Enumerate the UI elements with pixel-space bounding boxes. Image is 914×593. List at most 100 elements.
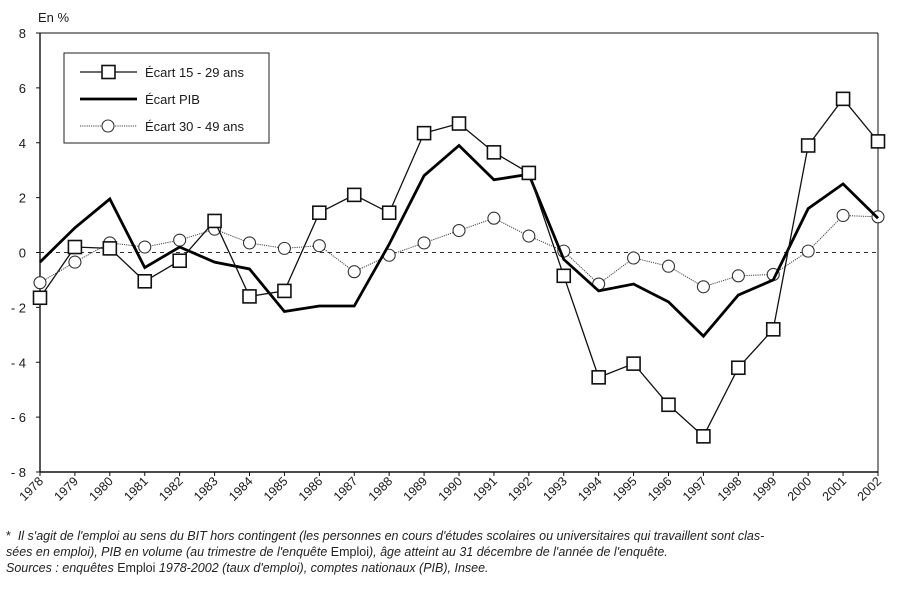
data-point-circle xyxy=(242,236,257,250)
footnote: * Il s'agit de l'emploi au sens du BIT h… xyxy=(6,528,906,576)
data-point-circle xyxy=(452,224,466,238)
data-point-square xyxy=(32,290,48,306)
x-tick-label: 1988 xyxy=(366,474,396,504)
data-point-square xyxy=(312,205,327,221)
data-point-circle xyxy=(138,240,152,254)
data-point-circle xyxy=(417,236,431,250)
data-point-square xyxy=(207,213,222,229)
y-tick-label: - 4 xyxy=(11,355,26,370)
data-point-square xyxy=(381,205,397,221)
series-cart-15-29-ans xyxy=(32,91,886,444)
x-tick-label: 2001 xyxy=(820,474,850,504)
data-point-square xyxy=(556,268,572,284)
x-tick-label: 1985 xyxy=(261,474,291,504)
data-point-square xyxy=(870,134,886,149)
x-tick-label: 1998 xyxy=(715,474,745,504)
legend-marker-circle xyxy=(101,119,115,133)
x-tick-label: 1979 xyxy=(51,474,81,504)
x-tick-label: 1986 xyxy=(296,474,326,504)
x-tick-label: 1984 xyxy=(226,474,256,504)
sources-text-a: Sources : enquêtes xyxy=(6,561,118,575)
data-point-square xyxy=(137,274,153,289)
data-point-square xyxy=(696,429,711,444)
x-tick-label: 1996 xyxy=(645,474,675,504)
legend-label: Écart 15 - 29 ans xyxy=(145,65,244,80)
legend: Écart 15 - 29 ans Écart PIB Écart 30 - 49 … xyxy=(63,52,270,144)
x-tick-label: 1991 xyxy=(470,474,500,504)
data-point-circle xyxy=(33,276,47,290)
data-point-circle xyxy=(801,244,815,258)
data-point-square xyxy=(731,360,746,376)
data-point-square xyxy=(451,116,467,131)
data-point-circle xyxy=(312,239,326,253)
series-group xyxy=(32,91,886,444)
x-tick-label: 1994 xyxy=(575,474,605,504)
legend-label: Écart 30 - 49 ans xyxy=(145,119,244,134)
data-point-circle xyxy=(277,241,291,255)
data-point-square xyxy=(765,322,781,337)
data-point-square xyxy=(626,356,641,371)
sources-text-b: Emploi xyxy=(117,561,156,575)
data-point-square xyxy=(67,239,83,255)
series-cart-30-49-ans xyxy=(33,208,885,294)
data-point-square xyxy=(346,187,362,203)
data-point-circle xyxy=(347,265,361,279)
x-tick-label: 1997 xyxy=(680,474,710,504)
y-tick-label: - 2 xyxy=(11,300,26,315)
data-point-square xyxy=(172,253,187,269)
data-point-circle xyxy=(627,251,641,265)
data-point-circle xyxy=(522,229,536,243)
y-tick-label: 6 xyxy=(19,81,26,96)
x-tick-label: 1980 xyxy=(86,474,116,504)
sources-line: Sources : enquêtes Emploi 1978-2002 (tau… xyxy=(6,560,906,576)
data-point-circle xyxy=(731,269,745,283)
data-point-square xyxy=(521,165,537,181)
legend-label: Écart PIB xyxy=(145,92,200,107)
y-tick-label: 2 xyxy=(19,191,26,206)
data-point-circle xyxy=(487,211,501,225)
data-point-square xyxy=(102,241,118,256)
x-tick-label: 1993 xyxy=(540,474,570,504)
x-tick-label: 1995 xyxy=(610,474,640,504)
data-point-square xyxy=(591,370,606,385)
x-tick-label: 2002 xyxy=(855,474,885,504)
footnote-marker: * xyxy=(6,529,11,543)
data-point-circle xyxy=(173,233,187,247)
footnote-text-2b: Emploi xyxy=(330,545,369,559)
data-point-square xyxy=(800,138,816,153)
data-point-square xyxy=(661,397,676,413)
data-point-circle xyxy=(68,255,82,269)
data-point-circle xyxy=(661,259,676,273)
y-tick-label: 4 xyxy=(19,136,26,151)
y-tick-label: 8 xyxy=(19,26,26,41)
footnote-text-2a: sées en emploi), PIB en volume (au trime… xyxy=(6,545,331,559)
data-point-square xyxy=(277,283,292,299)
data-point-square xyxy=(416,125,432,141)
footnote-line-2: sées en emploi), PIB en volume (au trime… xyxy=(6,544,906,560)
x-tick-label: 1989 xyxy=(401,474,431,504)
data-point-circle xyxy=(696,280,710,294)
x-tick-label: 1983 xyxy=(191,474,221,504)
x-tick-label: 1999 xyxy=(750,474,780,504)
y-axis-label: En % xyxy=(38,10,70,25)
data-point-square xyxy=(486,145,502,160)
x-tick-label: 1987 xyxy=(331,474,361,504)
sources-text-c: 1978-2002 (taux d'emploi), comptes natio… xyxy=(155,561,489,575)
y-tick-label: - 8 xyxy=(11,465,26,480)
data-point-square xyxy=(835,91,851,107)
x-tick-label: 1981 xyxy=(121,474,151,504)
footnote-text-2c: ), âge atteint au 31 décembre de l'année… xyxy=(369,545,668,559)
series-line xyxy=(39,97,879,438)
series-line xyxy=(39,143,879,339)
x-tick-label: 1990 xyxy=(436,474,466,504)
footnote-line-1: * Il s'agit de l'emploi au sens du BIT h… xyxy=(6,528,906,544)
y-tick-label: - 6 xyxy=(11,410,26,425)
x-tick-label: 1982 xyxy=(156,474,186,504)
x-tick-label: 2000 xyxy=(785,474,815,504)
series-cart-pib xyxy=(39,143,879,339)
legend-marker-square xyxy=(101,64,116,80)
data-point-circle xyxy=(836,208,850,223)
footnote-text-1: Il s'agit de l'emploi au sens du BIT hor… xyxy=(17,529,765,543)
data-point-square xyxy=(242,289,257,304)
